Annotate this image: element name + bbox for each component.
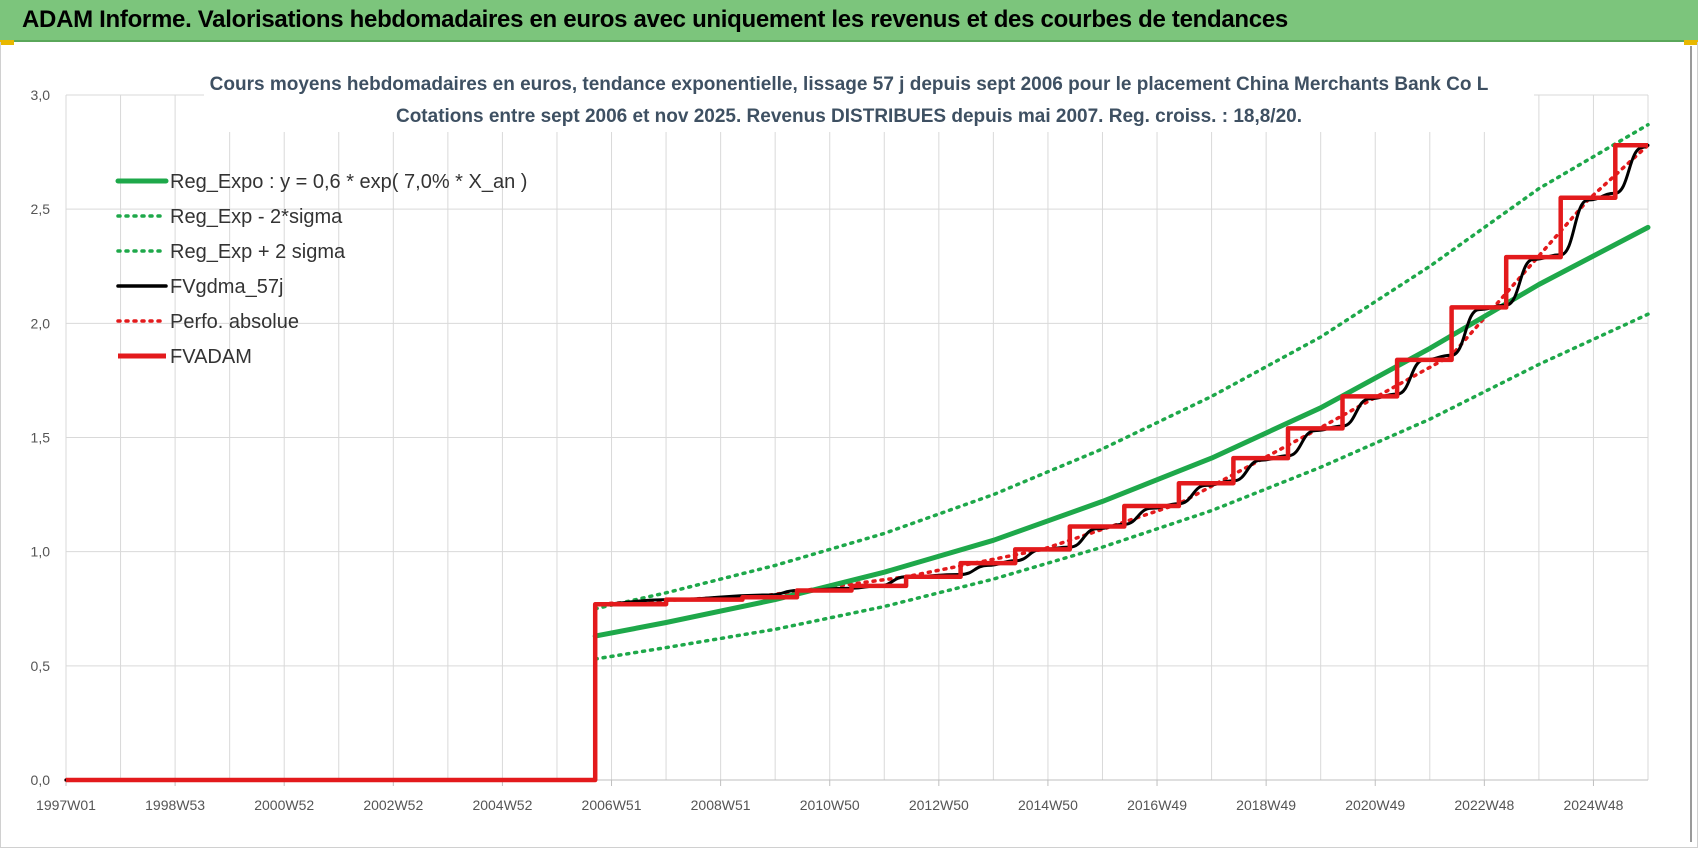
x-tick-label: 2004W52 <box>472 797 532 813</box>
x-tick-label: 2012W50 <box>909 797 969 813</box>
series-line <box>593 312 1650 661</box>
x-tick-label: 2002W52 <box>363 797 423 813</box>
legend-label: Reg_Exp + 2 sigma <box>170 241 346 263</box>
chart-subtitle: Cotations entre sept 2006 et nov 2025. R… <box>396 106 1302 127</box>
header-bar: ADAM Informe. Valorisations hebdomadaire… <box>0 0 1698 42</box>
title-background <box>204 70 1534 132</box>
x-tick-label: 2008W51 <box>691 797 751 813</box>
x-tick-label: 1997W01 <box>36 797 96 813</box>
corner-marker-right <box>1684 40 1698 45</box>
y-tick-label: 0,0 <box>31 772 51 788</box>
series-group <box>64 122 1651 783</box>
corner-marker-left <box>0 40 14 45</box>
x-tick-label: 2016W49 <box>1127 797 1187 813</box>
x-tick-label: 2014W50 <box>1018 797 1078 813</box>
y-tick-label: 2,5 <box>31 201 51 217</box>
y-tick-label: 0,5 <box>31 658 51 674</box>
y-tick-label: 1,5 <box>31 430 51 446</box>
frame-edge <box>1690 46 1692 842</box>
series-line <box>592 224 1651 639</box>
x-tick-label: 2020W49 <box>1345 797 1405 813</box>
series-line <box>593 122 1650 611</box>
y-axis: 0,0 0,5 1,0 1,5 2,0 2,5 3,0 <box>31 87 51 788</box>
x-tick-label: 2010W50 <box>800 797 860 813</box>
y-tick-label: 1,0 <box>31 544 51 560</box>
legend-label: Reg_Expo : y = 0,6 * exp( 7,0% * X_an ) <box>170 171 527 193</box>
grid <box>65 94 1649 781</box>
x-tick-label: 2022W48 <box>1454 797 1514 813</box>
legend-label: FVADAM <box>170 346 252 368</box>
legend-label: FVgdma_57j <box>170 276 283 298</box>
legend: Reg_Expo : y = 0,6 * exp( 7,0% * X_an ) R… <box>115 171 527 368</box>
x-tick-label: 2006W51 <box>582 797 642 813</box>
legend-label: Perfo. absolue <box>170 311 299 333</box>
y-tick-label: 2,0 <box>31 315 51 331</box>
x-tick-label: 2024W48 <box>1563 797 1623 813</box>
legend-label: Reg_Exp - 2*sigma <box>170 206 343 228</box>
page-title: ADAM Informe. Valorisations hebdomadaire… <box>22 6 1288 33</box>
chart-title: Cours moyens hebdomadaires en euros, ten… <box>210 74 1489 95</box>
x-tick-label: 2000W52 <box>254 797 314 813</box>
series-line <box>66 142 1648 783</box>
x-tick-label: 1998W53 <box>145 797 205 813</box>
x-tick-label: 2018W49 <box>1236 797 1296 813</box>
x-axis: 1997W01 1998W53 2000W52 2002W52 2004W52 2006W… <box>36 779 1648 813</box>
y-tick-label: 3,0 <box>31 87 51 103</box>
